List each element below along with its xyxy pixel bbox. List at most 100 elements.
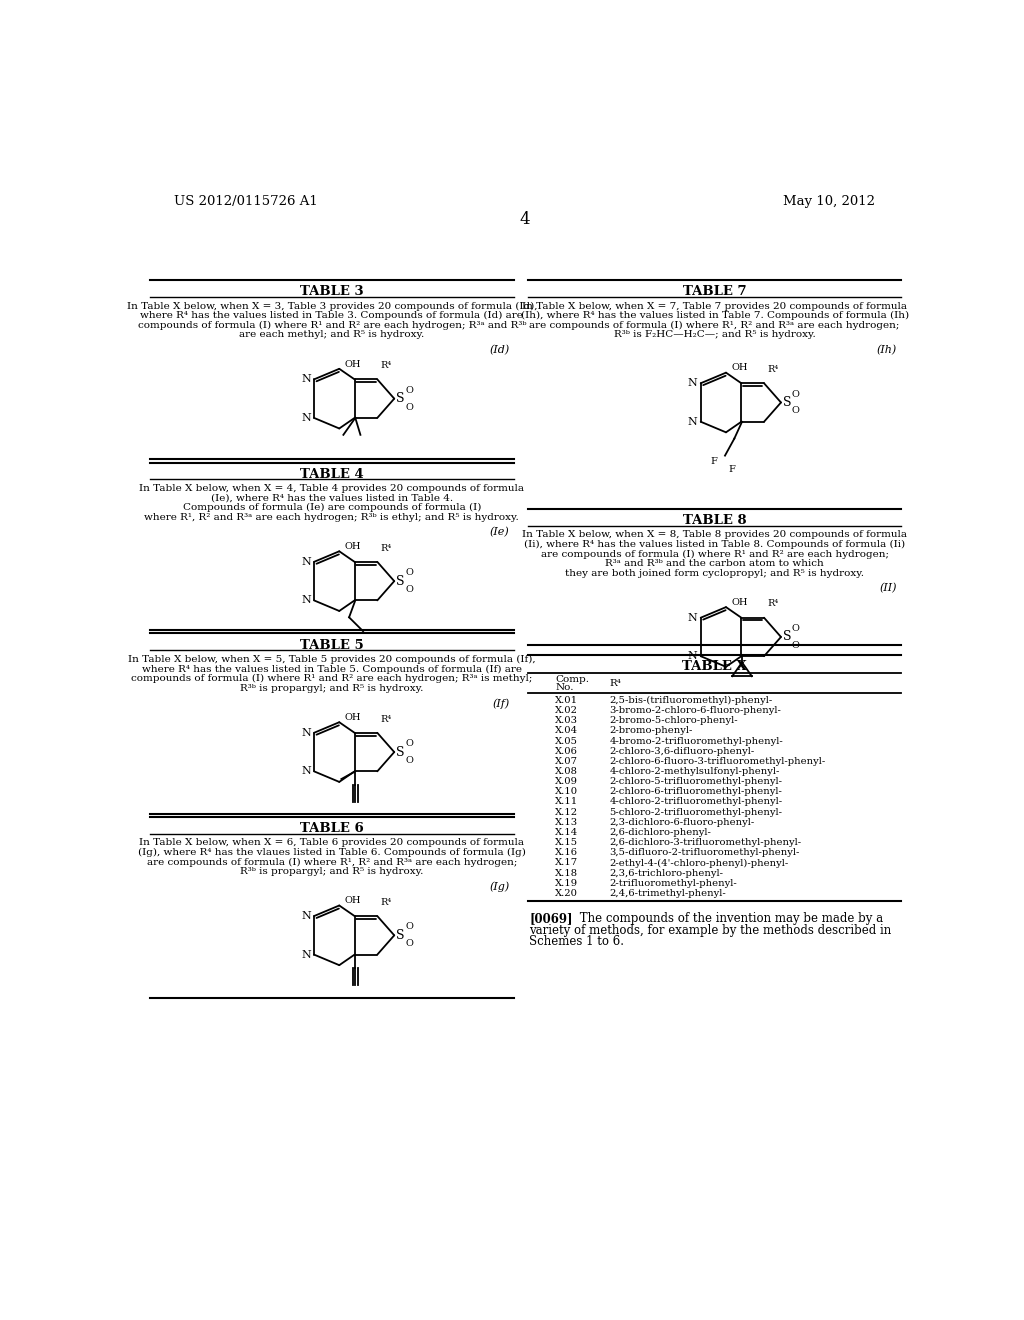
Text: R⁴: R⁴: [767, 366, 778, 374]
Text: In Table X below, when X = 5, Table 5 provides 20 compounds of formula (If),: In Table X below, when X = 5, Table 5 pr…: [128, 655, 536, 664]
Text: O: O: [792, 624, 800, 634]
Text: X.17: X.17: [555, 858, 579, 867]
Text: In Table X below, when X = 3, Table 3 provides 20 compounds of formula (Id),: In Table X below, when X = 3, Table 3 pr…: [127, 302, 537, 310]
Text: OH: OH: [345, 359, 361, 368]
Text: (Id): (Id): [489, 345, 509, 355]
Text: X.13: X.13: [555, 818, 579, 826]
Text: TABLE 3: TABLE 3: [300, 285, 364, 298]
Text: (Ig): (Ig): [489, 882, 509, 892]
Text: OH: OH: [345, 713, 361, 722]
Text: are each methyl; and R⁵ is hydroxy.: are each methyl; and R⁵ is hydroxy.: [240, 330, 425, 339]
Text: N: N: [301, 375, 311, 384]
Text: S: S: [782, 396, 791, 409]
Text: X.05: X.05: [555, 737, 578, 746]
Text: variety of methods, for example by the methods described in: variety of methods, for example by the m…: [529, 924, 892, 937]
Text: X.14: X.14: [555, 828, 579, 837]
Text: S: S: [396, 574, 404, 587]
Text: where R¹, R² and R³ᵃ are each hydrogen; R³ᵇ is ethyl; and R⁵ is hydroxy.: where R¹, R² and R³ᵃ are each hydrogen; …: [144, 513, 519, 521]
Text: X.07: X.07: [555, 756, 578, 766]
Text: TABLE X: TABLE X: [682, 660, 748, 673]
Text: O: O: [792, 389, 800, 399]
Text: 2,3-dichloro-6-fluoro-phenyl-: 2,3-dichloro-6-fluoro-phenyl-: [609, 818, 755, 826]
Text: N: N: [301, 557, 311, 566]
Text: (Ii), where R⁴ has the values listed in Table 8. Compounds of formula (Ii): (Ii), where R⁴ has the values listed in …: [524, 540, 905, 549]
Text: N: N: [301, 595, 311, 606]
Text: (If): (If): [493, 698, 509, 709]
Text: (Ih): (Ih): [877, 345, 897, 355]
Text: O: O: [406, 756, 413, 766]
Text: O: O: [406, 923, 413, 932]
Text: O: O: [792, 407, 800, 416]
Text: R⁴: R⁴: [381, 714, 391, 723]
Text: S: S: [396, 392, 404, 405]
Text: In Table X below, when X = 6, Table 6 provides 20 compounds of formula: In Table X below, when X = 6, Table 6 pr…: [139, 838, 524, 847]
Text: 2-ethyl-4-(4'-chloro-phenyl)-phenyl-: 2-ethyl-4-(4'-chloro-phenyl)-phenyl-: [609, 858, 788, 867]
Text: X.18: X.18: [555, 869, 579, 878]
Text: O: O: [406, 739, 413, 748]
Text: N: N: [301, 727, 311, 738]
Text: 2,4,6-trimethyl-phenyl-: 2,4,6-trimethyl-phenyl-: [609, 888, 726, 898]
Text: R⁴: R⁴: [381, 544, 391, 553]
Text: 2,5-bis-(trifluoromethyl)-phenyl-: 2,5-bis-(trifluoromethyl)-phenyl-: [609, 696, 772, 705]
Text: N: N: [688, 651, 697, 661]
Text: N: N: [301, 949, 311, 960]
Text: TABLE 7: TABLE 7: [683, 285, 746, 298]
Text: X.19: X.19: [555, 879, 579, 888]
Text: OH: OH: [345, 896, 361, 906]
Text: TABLE 6: TABLE 6: [300, 822, 364, 836]
Text: X.16: X.16: [555, 849, 578, 857]
Text: are compounds of formula (I) where R¹ and R² are each hydrogen;: are compounds of formula (I) where R¹ an…: [541, 549, 889, 558]
Text: 4-chloro-2-methylsulfonyl-phenyl-: 4-chloro-2-methylsulfonyl-phenyl-: [609, 767, 779, 776]
Text: 2-bromo-phenyl-: 2-bromo-phenyl-: [609, 726, 692, 735]
Text: OH: OH: [731, 598, 749, 607]
Text: R³ᵃ and R³ᵇ and the carbon atom to which: R³ᵃ and R³ᵇ and the carbon atom to which: [605, 560, 824, 568]
Text: are compounds of formula (I) where R¹, R² and R³ᵃ are each hydrogen;: are compounds of formula (I) where R¹, R…: [146, 858, 517, 867]
Text: S: S: [396, 929, 404, 942]
Text: S: S: [396, 746, 404, 759]
Text: 2,6-dichloro-phenyl-: 2,6-dichloro-phenyl-: [609, 828, 711, 837]
Text: 4: 4: [519, 211, 530, 228]
Text: N: N: [688, 379, 697, 388]
Text: O: O: [406, 940, 413, 948]
Text: The compounds of the invention may be made by a: The compounds of the invention may be ma…: [568, 912, 884, 925]
Text: R³ᵇ is propargyl; and R⁵ is hydroxy.: R³ᵇ is propargyl; and R⁵ is hydroxy.: [241, 867, 424, 876]
Text: 5-chloro-2-trifluoromethyl-phenyl-: 5-chloro-2-trifluoromethyl-phenyl-: [609, 808, 782, 817]
Text: F: F: [711, 457, 717, 466]
Text: May 10, 2012: May 10, 2012: [783, 195, 876, 209]
Text: X.12: X.12: [555, 808, 579, 817]
Text: Compounds of formula (Ie) are compounds of formula (I): Compounds of formula (Ie) are compounds …: [182, 503, 481, 512]
Text: X.20: X.20: [555, 888, 578, 898]
Text: N: N: [301, 413, 311, 422]
Text: R⁴: R⁴: [609, 678, 622, 688]
Text: N: N: [301, 911, 311, 921]
Text: 2,6-dichloro-3-trifluoromethyl-phenyl-: 2,6-dichloro-3-trifluoromethyl-phenyl-: [609, 838, 802, 847]
Text: compounds of formula (I) where R¹ and R² are each hydrogen; R³ᵃ is methyl;: compounds of formula (I) where R¹ and R²…: [131, 675, 532, 684]
Text: X.11: X.11: [555, 797, 579, 807]
Text: In Table X below, when X = 8, Table 8 provides 20 compounds of formula: In Table X below, when X = 8, Table 8 pr…: [522, 531, 907, 540]
Text: Comp.: Comp.: [555, 675, 589, 684]
Text: 3,5-difluoro-2-trifluoromethyl-phenyl-: 3,5-difluoro-2-trifluoromethyl-phenyl-: [609, 849, 800, 857]
Text: No.: No.: [555, 682, 573, 692]
Text: 4-chloro-2-trifluoromethyl-phenyl-: 4-chloro-2-trifluoromethyl-phenyl-: [609, 797, 782, 807]
Text: 2-chloro-3,6-difluoro-phenyl-: 2-chloro-3,6-difluoro-phenyl-: [609, 747, 755, 755]
Text: TABLE 8: TABLE 8: [683, 515, 746, 527]
Text: (Ie): (Ie): [489, 527, 509, 537]
Text: N: N: [688, 417, 697, 426]
Text: OH: OH: [345, 543, 361, 552]
Text: R⁴: R⁴: [381, 362, 391, 370]
Text: O: O: [406, 403, 413, 412]
Text: R⁴: R⁴: [767, 599, 778, 609]
Text: S: S: [782, 631, 791, 643]
Text: 2-chloro-6-fluoro-3-trifluoromethyl-phenyl-: 2-chloro-6-fluoro-3-trifluoromethyl-phen…: [609, 756, 825, 766]
Text: O: O: [406, 385, 413, 395]
Text: N: N: [688, 612, 697, 623]
Text: (Ih), where R⁴ has the values listed in Table 7. Compounds of formula (Ih): (Ih), where R⁴ has the values listed in …: [520, 312, 908, 321]
Text: they are both joined form cyclopropyl; and R⁵ is hydroxy.: they are both joined form cyclopropyl; a…: [565, 569, 864, 578]
Text: 2-bromo-5-chloro-phenyl-: 2-bromo-5-chloro-phenyl-: [609, 717, 738, 725]
Text: O: O: [406, 585, 413, 594]
Text: In Table X below, when X = 4, Table 4 provides 20 compounds of formula: In Table X below, when X = 4, Table 4 pr…: [139, 484, 524, 494]
Text: compounds of formula (I) where R¹ and R² are each hydrogen; R³ᵃ and R³ᵇ: compounds of formula (I) where R¹ and R²…: [137, 321, 526, 330]
Text: In Table X below, when X = 7, Table 7 provides 20 compounds of formula: In Table X below, when X = 7, Table 7 pr…: [522, 302, 907, 310]
Text: R⁴: R⁴: [381, 898, 391, 907]
Text: (Ig), where R⁴ has the vlaues listed in Table 6. Compounds of formula (Ig): (Ig), where R⁴ has the vlaues listed in …: [138, 847, 525, 857]
